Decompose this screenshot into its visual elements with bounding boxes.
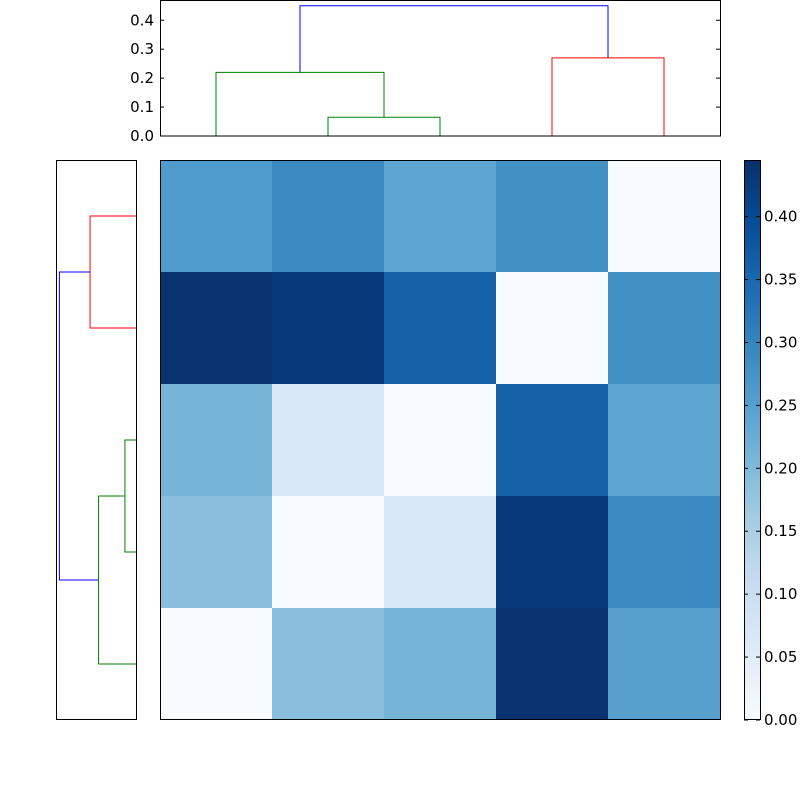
heatmap-cell xyxy=(160,496,272,608)
heatmap-cell xyxy=(160,608,272,720)
heatmap-cell xyxy=(384,496,496,608)
heatmap-cell xyxy=(272,160,384,272)
left-dendrogram-frame xyxy=(56,160,137,720)
colorbar-tick-label: 0.35 xyxy=(764,271,797,289)
left-dendrogram xyxy=(58,215,136,665)
heatmap-cell xyxy=(496,496,608,608)
y-tick-label: 0.1 xyxy=(130,98,154,116)
dendrogram-link xyxy=(98,495,136,665)
heatmap-cell xyxy=(608,496,720,608)
heatmap-cell xyxy=(160,160,272,272)
dendrogram-link xyxy=(551,57,665,136)
y-tick-label: 0.3 xyxy=(130,40,154,58)
heatmap-cell xyxy=(384,608,496,720)
heatmap-cell xyxy=(496,160,608,272)
heatmap-frame xyxy=(160,160,721,720)
heatmap-cell xyxy=(608,272,720,384)
colorbar-ticks: 0.00 0.05 0.10 0.15 0.20 0.25 0.30 0.35 0.40 xyxy=(744,208,797,729)
colorbar-tick-label: 0.00 xyxy=(764,711,797,729)
heatmap-cell xyxy=(384,160,496,272)
dendrogram-link xyxy=(124,439,136,553)
dendrogram-link xyxy=(299,5,609,73)
colorbar-tick-label: 0.10 xyxy=(764,585,797,603)
top-dendrogram: 0.0 0.1 0.2 0.3 0.4 xyxy=(130,5,720,145)
colorbar-tick-label: 0.05 xyxy=(764,648,797,666)
top-dendrogram-frame xyxy=(160,0,721,137)
heatmap-cell xyxy=(608,384,720,496)
heatmap-cell xyxy=(272,272,384,384)
heatmap-cell xyxy=(272,496,384,608)
heatmap-cell xyxy=(272,384,384,496)
dendrogram-link xyxy=(58,271,99,581)
heatmap xyxy=(160,160,720,720)
heatmap-cell xyxy=(496,272,608,384)
heatmap-cell xyxy=(496,384,608,496)
colorbar-tick-label: 0.40 xyxy=(764,208,797,226)
heatmap-cell xyxy=(384,384,496,496)
heatmap-cell xyxy=(496,608,608,720)
heatmap-cell xyxy=(608,608,720,720)
colorbar-tick-label: 0.30 xyxy=(764,333,797,351)
y-tick-label: 0.0 xyxy=(130,127,154,145)
colorbar xyxy=(744,160,761,720)
heatmap-cell xyxy=(160,384,272,496)
y-tick-label: 0.4 xyxy=(130,11,154,29)
dendrogram-link xyxy=(215,71,385,136)
heatmap-cell xyxy=(384,272,496,384)
heatmap-cell xyxy=(160,272,272,384)
dendrogram-link xyxy=(89,215,136,329)
y-tick-label: 0.2 xyxy=(130,69,154,87)
colorbar-tick-label: 0.20 xyxy=(764,459,797,477)
dendrogram-link xyxy=(327,116,441,136)
colorbar-tick-label: 0.15 xyxy=(764,522,797,540)
heatmap-cell xyxy=(272,608,384,720)
colorbar-tick-label: 0.25 xyxy=(764,396,797,414)
heatmap-cell xyxy=(608,160,720,272)
